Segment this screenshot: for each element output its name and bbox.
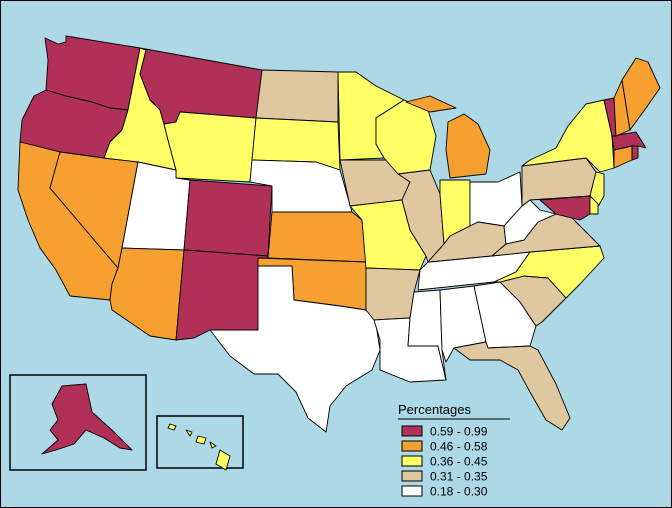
- state-texas: [209, 265, 381, 433]
- legend-label: 0.59 - 0.99: [430, 425, 488, 439]
- state-new-mexico: [175, 249, 269, 341]
- state-colorado: [183, 179, 273, 257]
- state-kansas: [267, 211, 367, 263]
- state-north-dakota: [255, 69, 339, 123]
- legend-label: 0.18 - 0.30: [430, 485, 488, 499]
- legend-swatch: [401, 470, 423, 482]
- legend: Percentages 0.59 - 0.990.46 - 0.580.36 -…: [398, 402, 510, 499]
- state-alaska: [41, 383, 133, 455]
- state-illinois: [397, 169, 445, 263]
- state-michigan: [405, 95, 491, 179]
- legend-label: 0.46 - 0.58: [430, 440, 488, 454]
- legend-label: 0.36 - 0.45: [430, 455, 488, 469]
- state-rhode-island: [631, 145, 639, 161]
- legend-title: Percentages: [398, 402, 471, 417]
- legend-swatch: [401, 455, 423, 467]
- legend-swatch: [401, 425, 423, 437]
- state-delaware: [589, 195, 599, 215]
- legend-swatch: [401, 440, 423, 452]
- state-massachusetts: [611, 131, 647, 151]
- state-arizona: [109, 247, 185, 341]
- state-hawaii: [167, 423, 231, 471]
- legend-swatch: [401, 485, 423, 497]
- state-north-carolina: [493, 245, 605, 299]
- state-florida: [453, 341, 571, 431]
- hawaii-islands: [167, 423, 231, 471]
- legend-label: 0.31 - 0.35: [430, 470, 488, 484]
- state-maine: [621, 57, 661, 131]
- state-wyoming: [163, 111, 257, 183]
